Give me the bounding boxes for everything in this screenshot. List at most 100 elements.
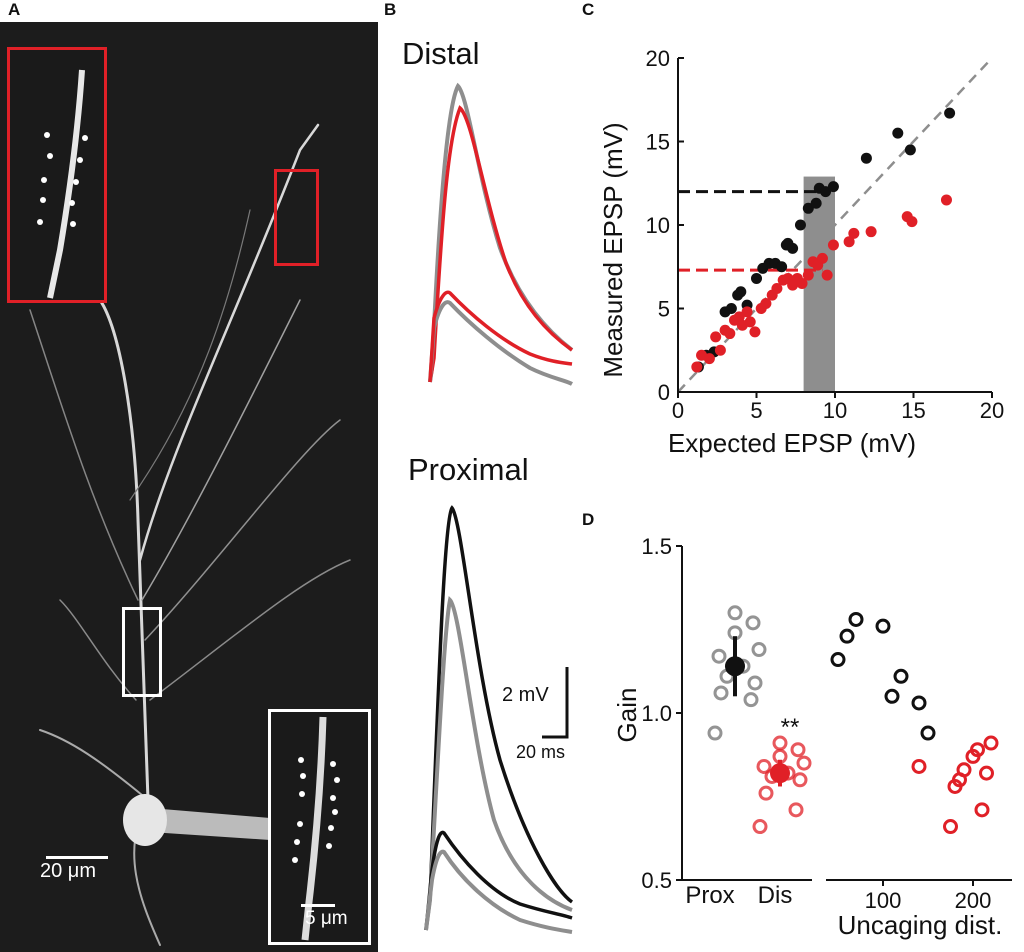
data-point-s0-18 (810, 197, 822, 209)
gain-point-dis-10 (772, 735, 788, 751)
y-axis-label: Measured EPSP (mV) (598, 122, 628, 377)
data-point-s1-26 (821, 269, 833, 281)
proximal-inset: 5 μm (268, 709, 371, 945)
gain-point-prox-10 (727, 605, 743, 621)
panel-label-c: C (582, 0, 595, 19)
distal-trace-measured-large (428, 105, 574, 383)
proximal-trace-small-gray (424, 849, 573, 934)
proximal-title: Proximal (408, 452, 529, 487)
data-point-s0-20 (820, 186, 832, 198)
data-point-s1-33 (940, 194, 952, 206)
data-point-s0-15 (787, 242, 799, 254)
data-point-s1-28 (843, 236, 855, 248)
gain-point-prox-0 (707, 725, 723, 741)
data-point-s1-21 (796, 277, 808, 289)
x2-tick-label-1: 200 (955, 888, 992, 913)
uncaging-point-s0-0 (830, 652, 846, 668)
y-axis-label: Gain (612, 688, 642, 743)
neuron-image (29, 123, 351, 946)
uncaging-point-s0-2 (848, 611, 864, 627)
data-point-s1-27 (827, 239, 839, 251)
uncaging-point-s0-4 (884, 688, 900, 704)
scale-ms-label: 20 ms (516, 742, 566, 762)
gain-point-prox-9 (745, 615, 761, 631)
distal-traces (428, 82, 574, 386)
gain-point-dis-6 (756, 758, 772, 774)
data-point-s1-4 (714, 344, 726, 356)
y-tick-label-2: 1.5 (641, 534, 672, 559)
x-tick-label-2: 10 (823, 398, 847, 423)
data-point-s0-23 (892, 127, 904, 139)
distal-title: Distal (402, 36, 480, 71)
data-point-s1-8 (733, 311, 745, 323)
data-point-s1-11 (744, 316, 756, 328)
proximal-trace-small-black (424, 830, 573, 931)
uncaging-point-s1-1 (943, 819, 958, 835)
inset-scale-bar (301, 904, 335, 907)
panel-label-d: D (582, 510, 595, 529)
gain-point-prox-1 (743, 692, 759, 708)
gain-point-dis-2 (758, 785, 774, 801)
x-tick-label-1: 5 (750, 398, 762, 423)
uncaging-point-s0-6 (911, 695, 927, 711)
uncaging-point-s0-5 (893, 668, 909, 684)
uncaging-point-s1-6 (970, 742, 985, 758)
significance-marker: ** (781, 714, 800, 741)
x2-tick-label-0: 100 (865, 888, 902, 913)
x-tick-label-4: 20 (980, 398, 1004, 423)
main-scale-bar (46, 856, 108, 859)
data-point-s1-3 (710, 331, 722, 343)
data-point-s1-6 (724, 328, 736, 340)
data-point-s0-6 (735, 286, 747, 298)
proximal-traces (424, 505, 574, 934)
y-tick-label-3: 15 (646, 130, 670, 155)
distal-trace-measured-small (428, 290, 573, 383)
uncaging-point-s1-4 (956, 762, 972, 778)
main-scale-label: 20 μm (40, 860, 96, 882)
chart-d-gain-scatter: 0.5 1.0 1.5 100 200 Gain ** Prox Dis Uncagin… (612, 534, 1012, 940)
x-tick-label-0: 0 (672, 398, 684, 423)
data-point-s1-0 (691, 361, 703, 373)
data-point-s1-32 (906, 216, 918, 228)
y-tick-label-0: 0.5 (641, 868, 672, 893)
scale-mv-label: 2 mV (502, 684, 549, 706)
uncaging-point-s1-8 (979, 765, 994, 781)
panel-label-a: A (8, 0, 21, 19)
data-point-s0-16 (794, 219, 806, 231)
data-point-s1-25 (816, 252, 828, 264)
gain-point-prox-2 (713, 685, 729, 701)
y-tick-label-4: 20 (646, 46, 670, 71)
uncaging-point-s0-7 (920, 725, 936, 741)
inset-scale-label: 5 μm (305, 908, 348, 929)
data-point-s1-22 (802, 269, 814, 281)
data-point-s0-22 (860, 152, 872, 164)
data-point-s0-25 (944, 107, 956, 119)
data-point-s1-14 (760, 297, 772, 309)
distal-inset (7, 47, 107, 303)
secondary-x-label: Uncaging dist. (838, 910, 1003, 940)
mean-point-prox (725, 656, 745, 677)
scale-bar-traces (542, 667, 569, 739)
data-point-s0-4 (725, 303, 737, 314)
data-point-s1-16 (771, 282, 783, 294)
data-point-s1-29 (848, 227, 860, 239)
gain-point-prox-6 (711, 648, 727, 664)
gain-point-dis-0 (752, 819, 768, 835)
panel-label-b: B (384, 0, 397, 19)
data-point-s1-10 (741, 306, 753, 318)
y-tick-label-0: 0 (658, 380, 670, 405)
proximal-trace-large-black (424, 505, 574, 931)
category-prox: Prox (685, 882, 734, 909)
gain-point-dis-3 (792, 772, 808, 788)
uncaging-point-s1-7 (974, 802, 990, 818)
proximal-roi-box (122, 607, 162, 697)
uncaging-point-s0-1 (839, 628, 855, 644)
distal-trace-expected-small (428, 300, 573, 386)
x-axis-label: Expected EPSP (mV) (668, 428, 916, 458)
gain-point-prox-7 (751, 642, 767, 658)
gain-point-dis-7 (796, 755, 812, 771)
mean-point-dis (770, 763, 790, 784)
gain-point-prox-3 (747, 675, 763, 691)
y-tick-label-1: 5 (658, 297, 670, 322)
uncaging-point-s1-0 (911, 758, 927, 774)
